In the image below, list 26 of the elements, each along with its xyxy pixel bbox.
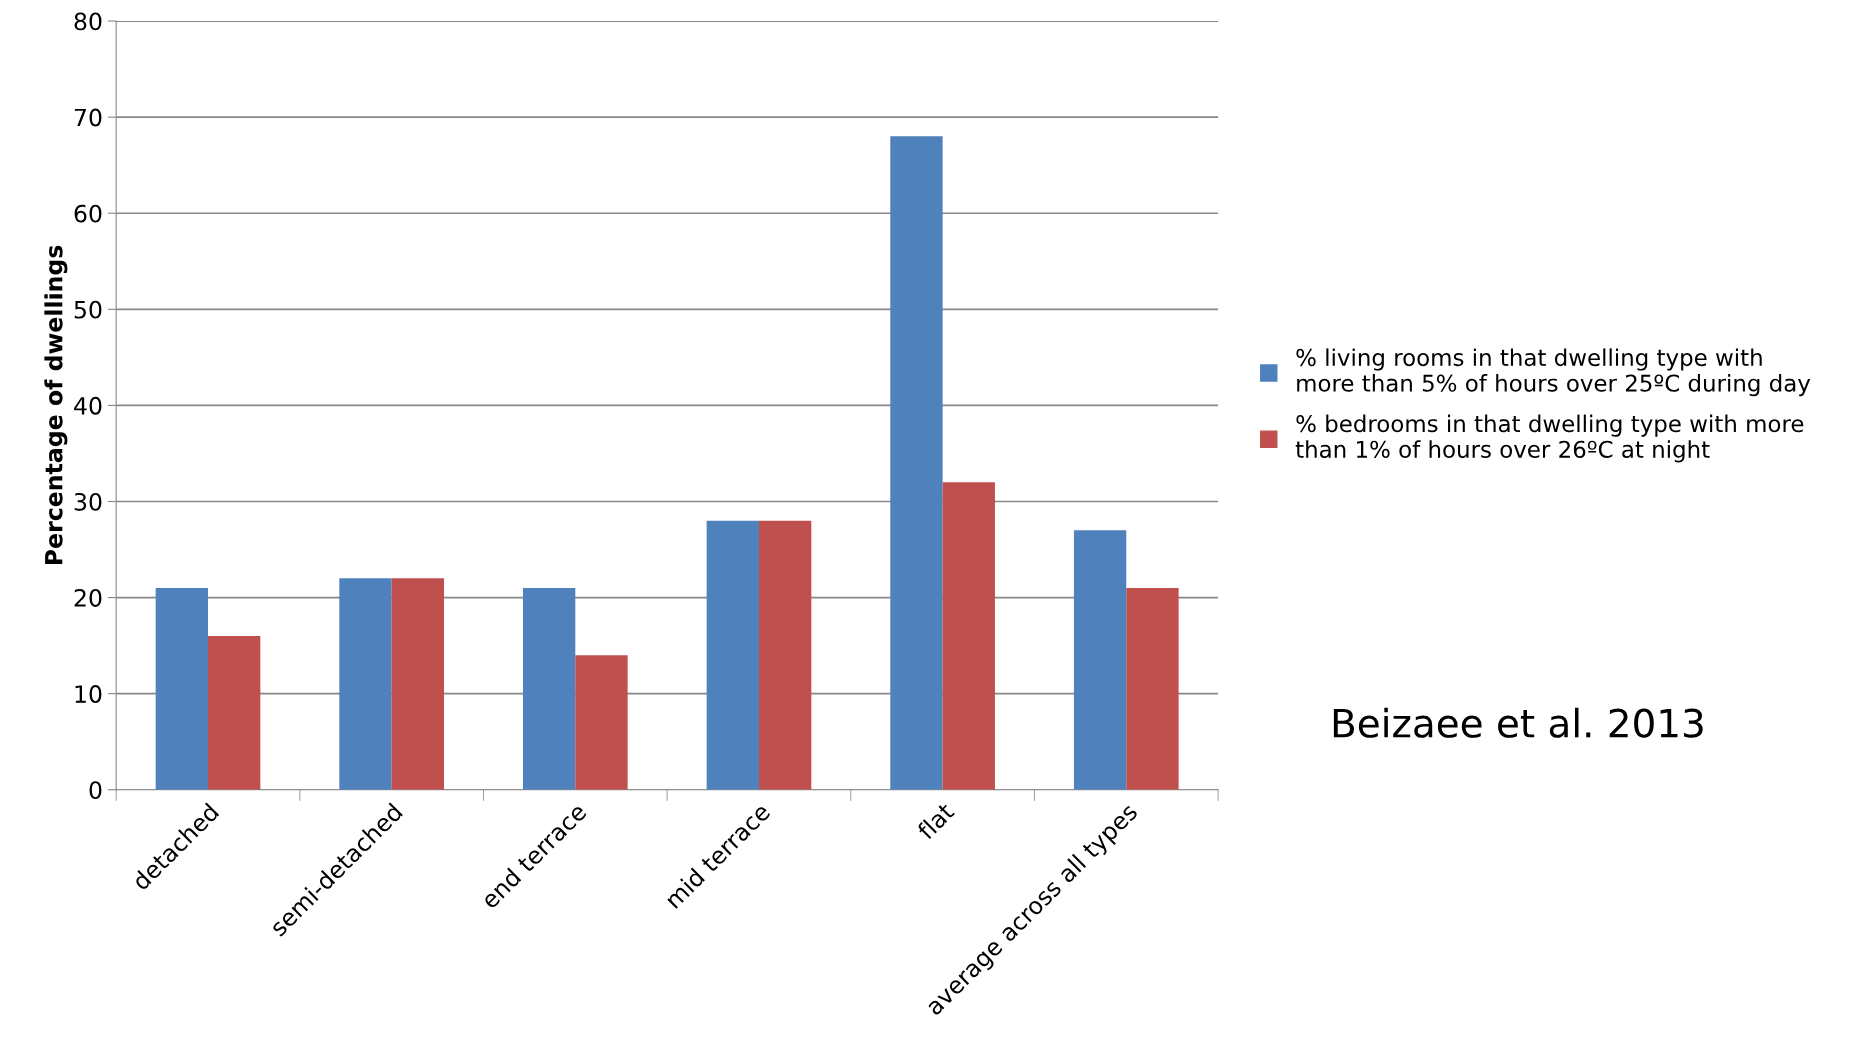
bar xyxy=(522,587,576,790)
bar xyxy=(339,578,392,790)
y-tick-label: 0 xyxy=(89,781,102,800)
bar xyxy=(391,578,445,790)
bar xyxy=(575,655,628,790)
y-tick-label: 40 xyxy=(74,396,102,415)
y-tick-label: 10 xyxy=(75,685,102,703)
bar xyxy=(942,482,995,790)
bar xyxy=(706,520,759,790)
y-tick-label: 70 xyxy=(74,108,102,127)
legend-label: % living rooms in that dwelling type with more than 5% of hours over 25ºC during day xyxy=(1296,348,1811,397)
y-tick-label: 50 xyxy=(74,300,102,319)
bar xyxy=(1126,587,1179,790)
bar xyxy=(155,587,209,790)
bar xyxy=(1073,530,1127,790)
y-axis-title: Percentage of dwellings xyxy=(44,245,68,565)
bar xyxy=(890,136,943,790)
legend-label: % bedrooms in that dwelling type with more than 1% of hours over 26ºC at night xyxy=(1295,414,1804,463)
bar xyxy=(208,636,261,790)
y-tick-label: 80 xyxy=(74,12,102,31)
x-tick-label: flat xyxy=(915,801,956,841)
y-tick-label: 20 xyxy=(74,589,102,607)
text: Beizaee et al. 2013 xyxy=(1333,707,1703,738)
y-tick-label: 60 xyxy=(74,204,102,223)
y-tick-label: 30 xyxy=(74,492,102,511)
bar xyxy=(758,520,812,790)
